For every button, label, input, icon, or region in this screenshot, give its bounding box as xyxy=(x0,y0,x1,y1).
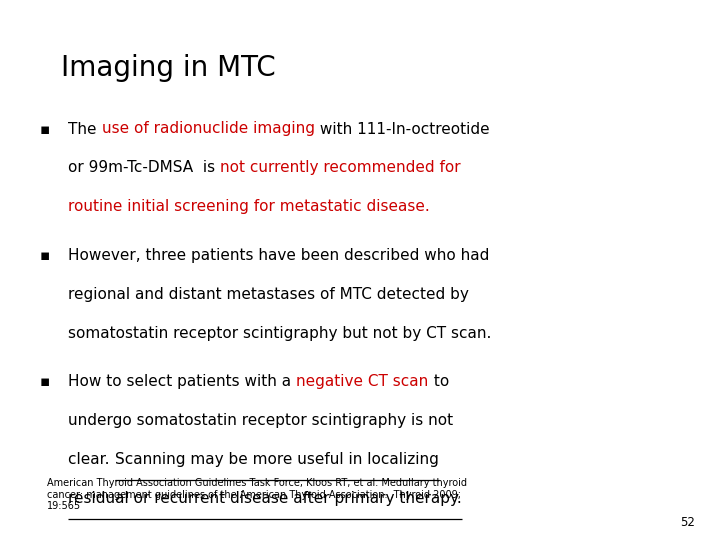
Text: use of radionuclide imaging: use of radionuclide imaging xyxy=(102,122,315,137)
Text: American Thyroid Association Guidelines Task Force, Kloos RT, et al. Medullary t: American Thyroid Association Guidelines … xyxy=(47,478,467,511)
Text: residual or recurrent disease after primary therapy.: residual or recurrent disease after prim… xyxy=(68,491,462,506)
Text: How to select patients with a: How to select patients with a xyxy=(68,374,297,389)
Text: to: to xyxy=(428,374,449,389)
Text: not currently recommended for: not currently recommended for xyxy=(220,160,461,176)
Text: Imaging in MTC: Imaging in MTC xyxy=(61,54,276,82)
Text: with 111-In-octreotide: with 111-In-octreotide xyxy=(315,122,490,137)
Text: negative CT scan: negative CT scan xyxy=(297,374,428,389)
Text: somatostatin receptor scintigraphy but not by CT scan.: somatostatin receptor scintigraphy but n… xyxy=(68,326,492,341)
Text: undergo somatostatin receptor scintigraphy is not: undergo somatostatin receptor scintigrap… xyxy=(68,413,454,428)
Text: Scanning may be more useful in localizing: Scanning may be more useful in localizin… xyxy=(114,452,438,467)
Text: 52: 52 xyxy=(680,516,695,529)
Text: regional and distant metastases of MTC detected by: regional and distant metastases of MTC d… xyxy=(68,287,469,302)
Text: ▪: ▪ xyxy=(40,248,50,263)
Text: However, three patients have been described who had: However, three patients have been descri… xyxy=(68,248,490,263)
Text: or 99m-Tc-DMSA  is: or 99m-Tc-DMSA is xyxy=(68,160,220,176)
Text: clear.: clear. xyxy=(68,452,114,467)
Text: ▪: ▪ xyxy=(40,374,50,389)
Text: routine initial screening for metastatic disease.: routine initial screening for metastatic… xyxy=(68,199,430,214)
Text: The: The xyxy=(68,122,102,137)
Text: ▪: ▪ xyxy=(40,122,50,137)
